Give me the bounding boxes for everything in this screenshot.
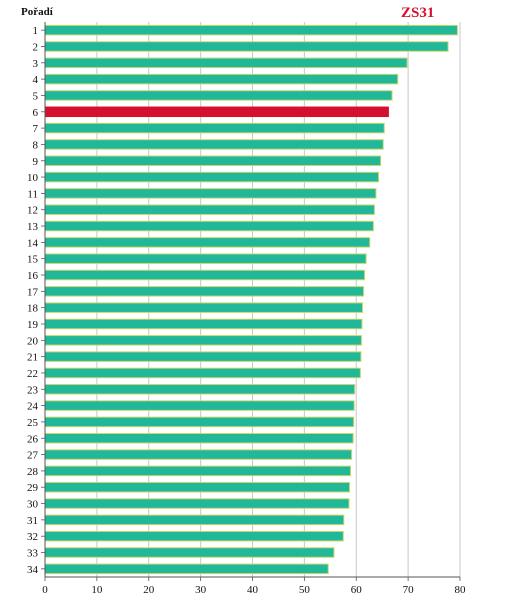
y-tick-label-20: 20 bbox=[27, 335, 39, 347]
bar-30 bbox=[44, 498, 350, 509]
bar-27 bbox=[44, 449, 353, 460]
bar-25 bbox=[44, 416, 355, 428]
bar-3 bbox=[44, 57, 408, 69]
x-tick-label-30: 30 bbox=[195, 584, 207, 596]
y-tick-label-17: 17 bbox=[27, 286, 39, 298]
y-tick-label-32: 32 bbox=[27, 531, 38, 543]
bar-24 bbox=[44, 400, 355, 411]
y-tick-label-24: 24 bbox=[27, 401, 39, 413]
bar-31 bbox=[44, 514, 345, 526]
x-tick-label-50: 50 bbox=[299, 584, 311, 596]
y-tick-label-10: 10 bbox=[27, 172, 39, 184]
bar-10 bbox=[44, 171, 380, 183]
y-tick-label-30: 30 bbox=[27, 499, 39, 511]
y-tick-label-27: 27 bbox=[27, 450, 39, 462]
bar-11 bbox=[44, 188, 377, 199]
y-tick-label-22: 22 bbox=[27, 368, 38, 380]
bar-2 bbox=[44, 41, 449, 52]
y-tick-label-29: 29 bbox=[27, 482, 39, 494]
y-tick-label-9: 9 bbox=[33, 156, 39, 168]
bar-20 bbox=[44, 335, 362, 346]
bar-29 bbox=[44, 481, 351, 493]
y-tick-label-23: 23 bbox=[27, 384, 39, 396]
bar-26 bbox=[44, 433, 354, 444]
bar-21 bbox=[44, 351, 362, 362]
x-tick-label-70: 70 bbox=[403, 584, 415, 596]
bar-32 bbox=[44, 530, 344, 542]
y-tick-label-25: 25 bbox=[27, 417, 39, 429]
y-tick-label-11: 11 bbox=[27, 188, 38, 200]
y-tick-label-3: 3 bbox=[33, 58, 39, 70]
bar-4 bbox=[44, 73, 399, 85]
y-tick-label-15: 15 bbox=[27, 254, 39, 266]
x-tick-label-0: 0 bbox=[42, 584, 48, 596]
bar-12 bbox=[44, 204, 375, 215]
bar-19 bbox=[44, 318, 363, 330]
y-tick-label-6: 6 bbox=[33, 107, 39, 119]
x-tick-label-60: 60 bbox=[351, 584, 363, 596]
x-tick-label-80: 80 bbox=[455, 584, 467, 596]
bar-17 bbox=[44, 286, 365, 297]
y-tick-label-26: 26 bbox=[27, 433, 39, 445]
bar-28 bbox=[44, 465, 352, 477]
bar-23 bbox=[44, 384, 356, 395]
y-tick-label-18: 18 bbox=[27, 303, 39, 315]
y-tick-label-28: 28 bbox=[27, 466, 39, 478]
y-tick-label-33: 33 bbox=[27, 548, 39, 560]
bar-16 bbox=[44, 269, 366, 281]
bar-9 bbox=[44, 155, 382, 166]
bar-33 bbox=[44, 547, 335, 558]
bar-7 bbox=[44, 122, 385, 134]
chart-title: ZS31 bbox=[401, 5, 435, 21]
bar-22 bbox=[44, 367, 361, 379]
y-tick-label-21: 21 bbox=[27, 352, 38, 364]
bar-8 bbox=[44, 139, 384, 150]
bar-highlight-6 bbox=[44, 106, 389, 118]
y-axis-title: Pořadí bbox=[21, 6, 53, 18]
bar-14 bbox=[44, 237, 371, 248]
x-tick-label-10: 10 bbox=[91, 584, 103, 596]
bar-13 bbox=[44, 220, 374, 232]
y-tick-label-5: 5 bbox=[33, 90, 39, 102]
y-tick-label-8: 8 bbox=[33, 139, 39, 151]
y-tick-label-13: 13 bbox=[27, 221, 39, 233]
bar-15 bbox=[44, 253, 367, 264]
bar-5 bbox=[44, 90, 393, 101]
y-tick-label-19: 19 bbox=[27, 319, 39, 331]
y-tick-label-2: 2 bbox=[33, 41, 39, 53]
y-tick-label-14: 14 bbox=[27, 237, 39, 249]
bar-34 bbox=[44, 563, 329, 575]
y-tick-label-7: 7 bbox=[33, 123, 39, 135]
y-tick-label-12: 12 bbox=[27, 205, 38, 217]
y-tick-label-31: 31 bbox=[27, 515, 38, 527]
y-tick-label-4: 4 bbox=[33, 74, 39, 86]
y-tick-label-16: 16 bbox=[27, 270, 39, 282]
bar-1 bbox=[44, 24, 458, 36]
x-tick-label-40: 40 bbox=[247, 584, 259, 596]
y-tick-label-1: 1 bbox=[33, 25, 39, 37]
bar-18 bbox=[44, 302, 363, 313]
x-tick-label-20: 20 bbox=[143, 584, 155, 596]
y-tick-label-34: 34 bbox=[27, 564, 39, 576]
